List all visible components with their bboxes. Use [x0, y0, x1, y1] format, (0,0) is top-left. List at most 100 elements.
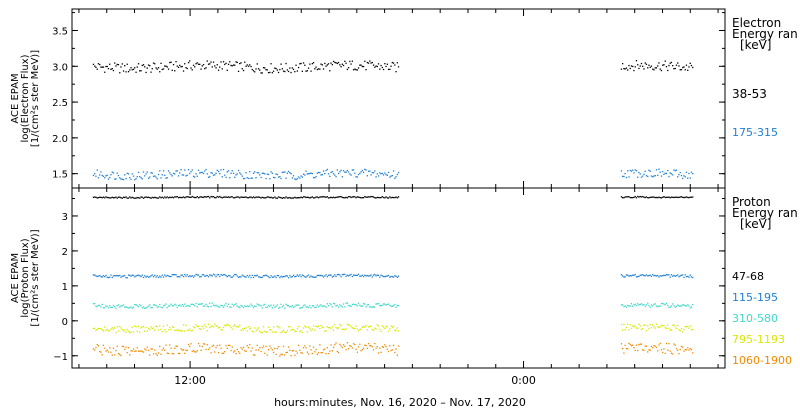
electron-data-point: [292, 68, 295, 71]
electron-data-point: [222, 61, 225, 63]
electron-data-point: [152, 62, 155, 64]
electron-data-point: [109, 63, 111, 65]
proton-data-point: [331, 276, 333, 278]
electron-data-point: [327, 63, 330, 65]
electron-data-point: [370, 62, 372, 64]
electron-data-point: [205, 67, 207, 69]
proton-data-point: [377, 325, 380, 327]
proton-data-point: [272, 276, 275, 278]
electron-data-point: [635, 170, 638, 172]
electron-data-point: [337, 61, 340, 64]
proton-data-point: [689, 325, 691, 327]
electron-data-point: [200, 171, 202, 174]
proton-data-point: [320, 304, 322, 306]
proton-data-point: [386, 325, 388, 327]
electron-data-point: [117, 174, 120, 177]
proton-data-point: [380, 351, 382, 353]
proton-data-point: [181, 349, 183, 351]
proton-data-point: [151, 327, 153, 330]
electron-data-point: [679, 171, 681, 174]
proton-data-point: [177, 197, 180, 199]
electron-data-point: [664, 172, 666, 174]
proton-data-point: [299, 307, 301, 309]
proton-data-point: [320, 324, 322, 327]
electron-data-point: [110, 68, 112, 70]
proton-data-point: [315, 276, 317, 278]
electron-data-point: [623, 68, 625, 70]
proton-data-point: [678, 196, 680, 199]
proton-data-point: [120, 197, 122, 199]
proton-data-point: [312, 325, 315, 327]
proton-data-point: [269, 345, 271, 347]
proton-data-point: [688, 327, 690, 329]
electron-data-point: [640, 62, 643, 65]
electron-data-point: [96, 68, 98, 70]
proton-data-point: [281, 306, 283, 308]
electron-data-point: [212, 61, 215, 63]
proton-data-point: [352, 196, 355, 198]
proton-data-point: [384, 276, 386, 278]
proton-data-point: [629, 324, 631, 326]
proton-data-point: [342, 328, 345, 330]
electron-data-point: [349, 173, 351, 175]
proton-data-point: [136, 305, 138, 307]
proton-data-point: [650, 345, 653, 348]
electron-data-point: [342, 64, 345, 67]
electron-data-point: [369, 170, 371, 172]
proton-data-point: [104, 197, 106, 199]
electron-data-point: [225, 62, 227, 64]
proton-data-point: [357, 196, 360, 198]
proton-data-point: [120, 327, 122, 329]
electron-data-point: [315, 175, 317, 178]
proton-data-point: [256, 196, 258, 198]
proton-data-point: [649, 306, 651, 308]
proton-data-point: [330, 196, 332, 198]
proton-data-point: [266, 196, 268, 198]
proton-data-point: [260, 276, 262, 279]
proton-data-point: [160, 306, 162, 308]
electron-data-point: [115, 65, 117, 67]
proton-data-point: [289, 326, 291, 328]
electron-data-point: [340, 66, 342, 68]
electron-legend-175-315: 175-315: [732, 126, 778, 139]
electron-data-point: [380, 173, 382, 175]
proton-data-point: [687, 304, 689, 306]
proton-data-point: [224, 196, 226, 198]
proton-data-point: [376, 324, 378, 326]
electron-data-point: [180, 169, 182, 171]
electron-legend-title: [keV]: [740, 38, 771, 52]
electron-data-point: [364, 168, 366, 170]
proton-data-point: [382, 326, 385, 328]
proton-data-point: [234, 273, 236, 276]
proton-data-point: [97, 345, 100, 347]
proton-data-point: [629, 305, 631, 307]
proton-data-point: [354, 196, 356, 198]
proton-data-point: [125, 346, 127, 348]
proton-data-point: [212, 196, 215, 198]
electron-data-point: [622, 63, 624, 65]
proton-data-point: [214, 197, 216, 199]
electron-data-point: [274, 177, 276, 179]
proton-data-point: [275, 197, 277, 199]
proton-data-point: [274, 347, 276, 350]
proton-data-point: [369, 196, 371, 198]
electron-data-point: [207, 176, 210, 178]
electron-data-point: [207, 63, 210, 65]
proton-data-point: [210, 325, 212, 328]
electron-data-point: [112, 172, 115, 174]
proton-data-point: [271, 307, 273, 309]
proton-data-point: [187, 343, 190, 346]
proton-data-point: [667, 349, 669, 351]
electron-data-point: [344, 171, 346, 173]
electron-data-point: [201, 171, 203, 174]
proton-data-point: [137, 197, 140, 199]
proton-data-point: [259, 330, 261, 332]
proton-data-point: [292, 306, 295, 308]
proton-data-point: [349, 305, 351, 307]
proton-data-point: [311, 276, 313, 278]
proton-data-point: [340, 305, 342, 307]
proton-data-point: [236, 326, 238, 328]
proton-data-point: [277, 326, 280, 328]
electron-data-point: [643, 68, 645, 70]
proton-data-point: [267, 326, 270, 328]
